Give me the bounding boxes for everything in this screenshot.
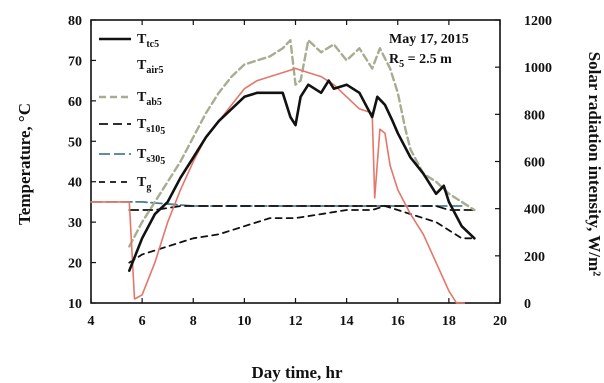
series-line-t-air5 xyxy=(90,67,466,304)
series-line-t-ab5 xyxy=(128,39,476,248)
x-tick-label: 8 xyxy=(190,314,197,329)
y-tick-label: 80 xyxy=(68,14,82,29)
x-tick-label: 12 xyxy=(289,314,303,329)
y2-tick-label: 400 xyxy=(524,203,545,218)
x-tick-label: 10 xyxy=(237,314,251,329)
y-tick-label: 30 xyxy=(68,216,82,231)
y2-axis-label: Solar radiation intensity, W/m² xyxy=(585,52,604,277)
y2-tick-label: 600 xyxy=(524,156,545,171)
x-tick-label: 14 xyxy=(340,314,354,329)
legend-label: Ts305 xyxy=(137,147,165,167)
x-tick-label: 6 xyxy=(139,314,146,329)
legend-label: Tab5 xyxy=(137,90,162,108)
y-tick-label: 60 xyxy=(68,95,82,110)
y2-tick-label: 1200 xyxy=(524,14,552,29)
legend: Ttc5 Tair5 Tab5 Ts105 Ts305 Tg xyxy=(99,32,165,193)
y2-tick-label: 1000 xyxy=(524,61,552,76)
series-line-t-tc5 xyxy=(128,79,476,273)
legend-label: Tg xyxy=(137,175,151,193)
series-line-t-s10-5 xyxy=(128,205,476,211)
legend-label: Ttc5 xyxy=(137,32,159,50)
y-tick-label: 70 xyxy=(68,54,82,69)
x-axis-label: Day time, hr xyxy=(251,363,343,382)
y2-tick-label: 800 xyxy=(524,108,545,123)
y2-tick-label: 200 xyxy=(524,250,545,265)
legend-label: Tair5 xyxy=(137,58,164,76)
ticks-layer: 4 6 8 10 12 14 16 18 201020304050607080020040060… xyxy=(68,14,552,329)
annotation-date: May 17, 2015 xyxy=(389,32,469,47)
x-tick-label: 16 xyxy=(391,314,405,329)
y-tick-label: 40 xyxy=(68,176,82,191)
x-tick-label: 4 xyxy=(88,314,95,329)
y2-tick-label: 0 xyxy=(524,297,531,312)
y-axis-label: Temperature, °C xyxy=(15,103,34,225)
y-tick-label: 20 xyxy=(68,257,82,272)
y-tick-label: 10 xyxy=(68,297,82,312)
series-line-t-g xyxy=(128,205,476,264)
y-tick-label: 50 xyxy=(68,135,82,150)
annotation-radius: R5 = 2.5 m xyxy=(389,52,452,70)
x-tick-label: 20 xyxy=(493,314,507,329)
x-tick-label: 18 xyxy=(442,314,456,329)
series-layer xyxy=(90,39,476,304)
legend-label: Ts105 xyxy=(137,117,165,137)
